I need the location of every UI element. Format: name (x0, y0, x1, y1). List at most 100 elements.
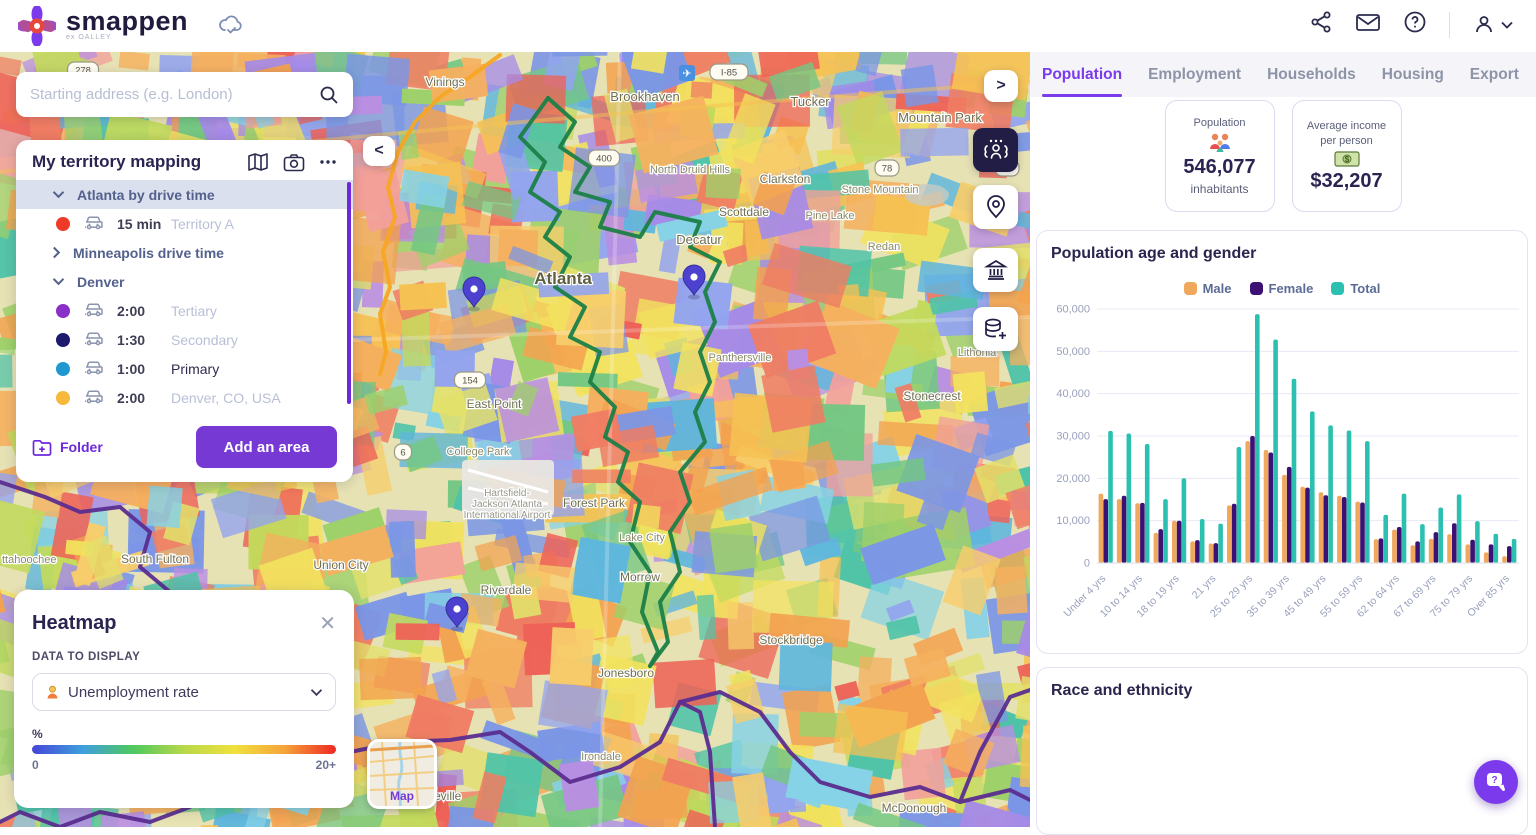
tab-households[interactable]: Households (1267, 52, 1356, 97)
svg-text:East Point: East Point (467, 397, 522, 411)
collapse-panel-left-button[interactable]: < (363, 136, 395, 166)
area-time: 1:30 (117, 332, 163, 348)
territory-area-5[interactable]: 1:30 Secondary (16, 325, 353, 354)
territory-area-1[interactable]: 15 minTerritory A (16, 209, 353, 238)
age-chart-title: Population age and gender (1037, 231, 1527, 263)
area-color-dot (56, 333, 70, 347)
map-canvas[interactable]: 278I-8540078781546✈ViningsBrookhavenTuck… (0, 52, 1030, 827)
stat-label: Population (1194, 116, 1246, 131)
territory-area-7[interactable]: 2:00Denver, CO, USA (16, 383, 353, 412)
territory-scrollbar[interactable] (347, 182, 351, 404)
race-ethnicity-card: Race and ethnicity (1036, 667, 1528, 835)
area-color-dot (56, 362, 70, 376)
smappen-flower-icon (18, 6, 56, 46)
car-icon (84, 302, 103, 320)
chevron-down-icon (310, 688, 323, 697)
income-stat-card: Average income per person $ $32,207 (1292, 100, 1402, 212)
location-tool-button[interactable] (973, 185, 1018, 229)
folder-button[interactable]: Folder (32, 439, 103, 456)
svg-text:ttahoochee: ttahoochee (2, 554, 56, 566)
area-name: Secondary (171, 332, 238, 348)
age-gender-bar-chart: 010,00020,00030,00040,00050,00060,000Und… (1037, 296, 1529, 646)
heatmap-unit: % (32, 727, 336, 741)
search-icon[interactable] (319, 85, 339, 105)
svg-text:College Park: College Park (447, 446, 510, 458)
svg-text:154: 154 (462, 376, 478, 387)
svg-text:78: 78 (882, 164, 893, 175)
insights-panel: Population Employment Households Housing Exp… (1030, 52, 1536, 827)
svg-text:Mountain Park: Mountain Park (898, 110, 982, 125)
territory-list: Atlanta by drive time15 minTerritory AMi… (16, 180, 353, 412)
help-icon[interactable] (1403, 10, 1427, 39)
folder-plus-icon (32, 439, 52, 456)
territory-group-0[interactable]: Atlanta by drive time (16, 180, 353, 209)
area-time: 2:00 (117, 390, 163, 406)
area-time: 1:00 (117, 361, 163, 377)
account-menu[interactable] (1472, 13, 1514, 37)
more-options-icon[interactable] (319, 159, 337, 165)
address-search (16, 72, 353, 117)
svg-text:Stockbridge: Stockbridge (759, 633, 823, 647)
add-area-button[interactable]: Add an area (196, 426, 337, 468)
share-icon[interactable] (1309, 10, 1333, 39)
territory-group-2[interactable]: Minneapolis drive time (16, 238, 353, 267)
map-style-label: Map (370, 789, 434, 803)
brand-logo[interactable]: smappen ex OALLEY (18, 6, 188, 46)
chat-question-icon: ? (1484, 770, 1508, 794)
map-icon[interactable] (247, 152, 269, 172)
svg-text:North Druid Hills: North Druid Hills (650, 164, 731, 176)
folder-button-label: Folder (60, 439, 103, 455)
stats-row: Population 546,077 inhabitants Average i… (1030, 97, 1536, 212)
add-dataset-tool-button[interactable] (973, 307, 1018, 351)
territory-area-6[interactable]: 1:00Primary (16, 354, 353, 383)
camera-icon[interactable] (283, 153, 305, 172)
topbar-separator (1449, 12, 1450, 38)
car-icon (84, 331, 103, 349)
svg-text:Irondale: Irondale (581, 751, 621, 763)
family-icon (1207, 133, 1233, 153)
svg-text:Morrow: Morrow (620, 570, 660, 584)
legend-female[interactable]: Female (1250, 281, 1314, 296)
scale-min: 0 (32, 758, 39, 772)
metric-select-value: Unemployment rate (68, 684, 302, 701)
svg-text:60,000: 60,000 (1056, 304, 1090, 316)
top-bar: smappen ex OALLEY (0, 0, 1536, 52)
car-icon (84, 215, 103, 233)
search-input[interactable] (30, 86, 319, 103)
svg-text:10,000: 10,000 (1056, 515, 1090, 527)
area-color-dot (56, 304, 70, 318)
race-chart-title: Race and ethnicity (1037, 668, 1527, 700)
close-icon[interactable]: ✕ (319, 614, 336, 634)
svg-text:South Fulton: South Fulton (121, 552, 189, 566)
area-color-dot (56, 217, 70, 231)
mail-icon[interactable] (1355, 11, 1381, 38)
car-icon (84, 389, 103, 407)
territory-group-3[interactable]: Denver (16, 267, 353, 296)
territory-area-4[interactable]: 2:00 Tertiary (16, 296, 353, 325)
area-time: 2:00 (117, 303, 163, 319)
svg-text:30,000: 30,000 (1056, 431, 1090, 443)
svg-text:I-85: I-85 (721, 68, 737, 79)
svg-text:✈: ✈ (682, 68, 691, 80)
svg-text:McDonough: McDonough (882, 801, 947, 815)
area-time: 15 min (117, 216, 163, 232)
tab-population[interactable]: Population (1042, 52, 1122, 97)
car-icon (84, 360, 103, 378)
collapse-panel-right-button[interactable]: > (984, 70, 1018, 102)
help-chat-button[interactable]: ? (1474, 760, 1518, 804)
tab-housing[interactable]: Housing (1382, 52, 1444, 97)
metric-select[interactable]: Unemployment rate (32, 673, 336, 711)
population-value: 546,077 (1183, 156, 1255, 179)
demographics-tool-button[interactable] (973, 128, 1018, 172)
svg-text:Clarkston: Clarkston (760, 172, 811, 186)
legend-total[interactable]: Total (1331, 281, 1380, 296)
legend-male[interactable]: Male (1184, 281, 1232, 296)
map-style-switcher[interactable]: Map (367, 739, 437, 809)
tab-export[interactable]: Export (1470, 52, 1519, 97)
tab-employment[interactable]: Employment (1148, 52, 1241, 97)
area-name: Tertiary (171, 303, 217, 319)
amenities-tool-button[interactable] (973, 248, 1018, 292)
insights-tabbar: Population Employment Households Housing Exp… (1030, 52, 1536, 97)
area-color-dot (56, 391, 70, 405)
data-to-display-label: DATA TO DISPLAY (32, 651, 336, 663)
